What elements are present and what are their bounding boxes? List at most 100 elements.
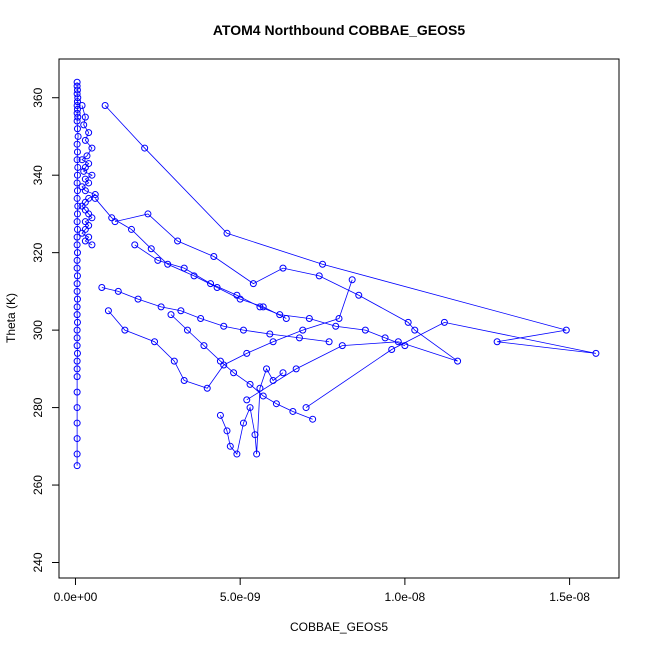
series-layer <box>73 78 600 470</box>
data-point <box>411 326 419 334</box>
data-point <box>73 326 81 334</box>
data-point <box>78 101 86 109</box>
y-axis-label: Theta (K) <box>4 293 18 343</box>
data-point <box>73 334 81 342</box>
data-point <box>305 315 313 322</box>
data-point <box>299 326 307 334</box>
data-point <box>73 109 81 117</box>
data-series <box>216 365 287 458</box>
data-point <box>183 326 191 334</box>
data-point <box>230 369 238 377</box>
data-point <box>73 256 81 264</box>
series-line <box>81 105 97 246</box>
data-point <box>243 396 251 404</box>
data-point <box>348 276 356 284</box>
y-axis: 240 260 280 300 320 340 360 <box>31 87 60 573</box>
data-point <box>253 450 261 458</box>
data-point <box>83 152 91 160</box>
data-point <box>239 419 247 427</box>
data-point <box>85 129 93 137</box>
data-point <box>164 260 172 268</box>
data-point <box>73 365 81 373</box>
data-point <box>73 78 81 86</box>
data-point <box>295 334 303 342</box>
data-point <box>81 163 89 171</box>
data-point <box>315 272 323 280</box>
data-point <box>170 357 178 365</box>
data-point <box>220 322 228 330</box>
data-point <box>73 303 81 311</box>
data-point <box>104 307 112 315</box>
data-point <box>81 113 89 121</box>
data-point <box>73 156 81 164</box>
data-point <box>325 338 333 346</box>
data-point <box>73 342 81 350</box>
data-point <box>81 237 89 245</box>
data-series <box>131 241 409 350</box>
data-point <box>404 318 412 326</box>
data-point <box>381 334 389 342</box>
data-point <box>167 311 175 319</box>
data-point <box>73 194 81 202</box>
data-point <box>80 167 88 175</box>
data-point <box>562 326 570 334</box>
data-point <box>279 369 287 377</box>
data-point <box>246 380 254 388</box>
data-point <box>114 287 122 295</box>
data-point <box>263 365 271 373</box>
data-point <box>246 404 254 412</box>
data-point <box>249 280 257 288</box>
series-line <box>170 314 313 420</box>
data-point <box>88 144 96 152</box>
data-point <box>236 295 244 303</box>
series-line <box>101 287 330 343</box>
data-point <box>73 179 81 187</box>
data-point <box>440 318 448 326</box>
data-point <box>73 218 81 226</box>
data-point <box>91 191 99 199</box>
data-point <box>73 171 81 179</box>
data-point <box>98 284 106 292</box>
data-point <box>592 349 600 357</box>
data-point <box>73 125 81 133</box>
y-tick-label: 320 <box>31 242 45 262</box>
data-point <box>454 357 462 365</box>
data-point <box>73 210 81 218</box>
data-point <box>73 225 81 233</box>
data-point <box>338 342 346 350</box>
data-point <box>282 315 290 322</box>
data-point <box>73 187 81 195</box>
y-tick-label: 360 <box>31 87 45 107</box>
data-point <box>401 342 409 350</box>
data-point <box>251 431 259 439</box>
data-point <box>177 307 185 315</box>
data-series <box>78 101 99 249</box>
data-point <box>73 287 81 295</box>
data-point <box>91 194 99 202</box>
data-series <box>98 284 333 346</box>
data-point <box>121 326 129 334</box>
data-point <box>85 179 93 187</box>
data-point <box>73 272 81 280</box>
data-point <box>73 105 81 113</box>
series-line <box>134 244 406 346</box>
data-point <box>388 345 396 353</box>
data-point <box>81 187 89 195</box>
data-point <box>80 121 88 129</box>
data-point <box>239 326 247 334</box>
data-point <box>73 462 81 470</box>
data-series <box>104 276 356 392</box>
data-point <box>272 400 280 408</box>
series-line <box>104 105 597 408</box>
data-point <box>210 253 218 261</box>
chart-title: ATOM4 Northbound COBBAE_GEOS5 <box>213 22 465 38</box>
data-point <box>203 384 211 392</box>
data-point <box>335 315 343 322</box>
data-point <box>319 260 327 268</box>
data-point <box>213 284 221 292</box>
x-axis: 0.0e+00 5.0e-09 1.0e-08 1.5e-08 <box>54 577 590 604</box>
data-point <box>73 148 81 156</box>
data-point <box>73 357 81 365</box>
data-point <box>73 318 81 326</box>
